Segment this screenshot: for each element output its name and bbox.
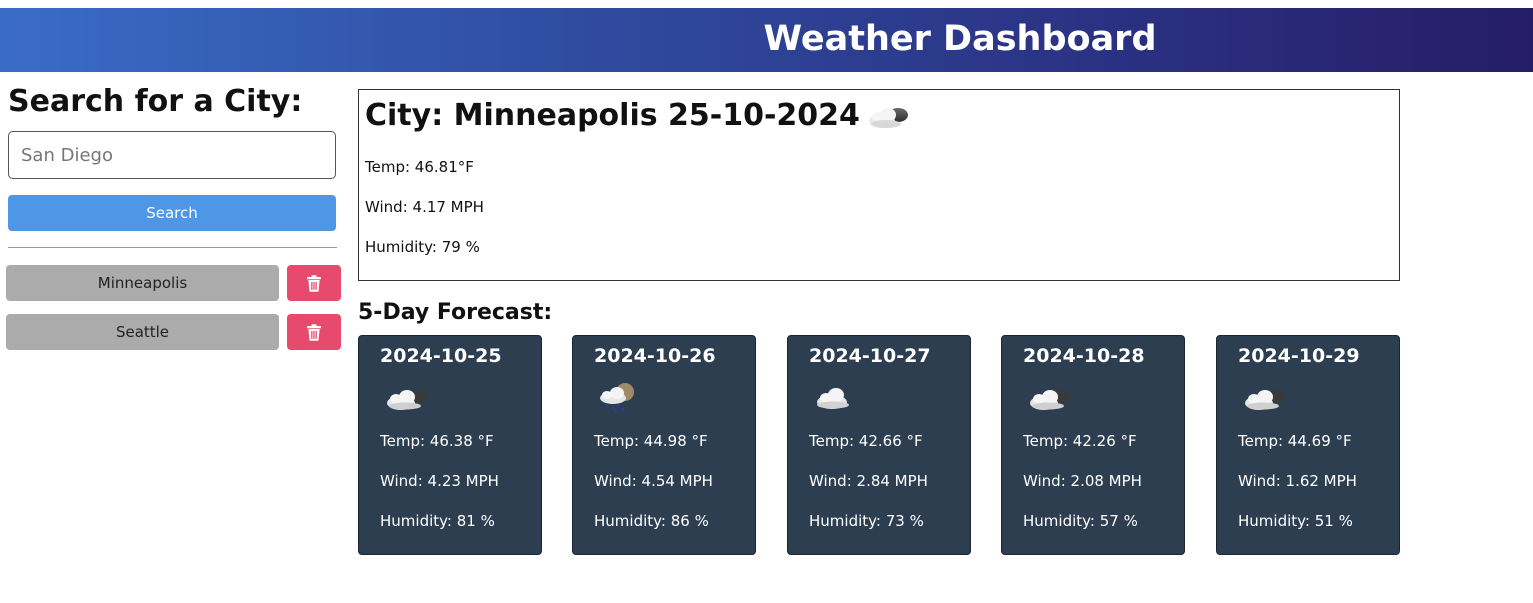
forecast-humidity: Humidity: 86 % [594,512,709,530]
forecast-wind: Wind: 4.23 MPH [380,472,499,490]
forecast-card: 2024-10-25 Temp: 46.38 °F Wind: 4.23 MPH… [358,335,542,555]
forecast-heading: 5-Day Forecast: [358,300,553,325]
partly-cloudy-icon [1245,390,1285,410]
current-wind: Wind: 4.17 MPH [365,198,484,216]
current-city-date: City: Minneapolis 25-10-2024 [365,98,860,133]
sidebar-divider [8,247,337,248]
partly-cloudy-icon [1030,390,1070,410]
page-title: Weather Dashboard [763,19,1157,59]
city-search-input[interactable] [8,131,336,179]
history-item: Minneapolis [6,265,342,301]
forecast-temp: Temp: 42.26 °F [1023,432,1137,450]
current-weather-title: City: Minneapolis 25-10-2024 [365,98,912,133]
forecast-wind: Wind: 4.54 MPH [594,472,713,490]
search-sidebar: Search for a City: Search Minneapolis Se… [0,72,345,603]
forecast-card: 2024-10-26 Temp: 44.98 °F Wind: 4.54 MPH… [572,335,756,555]
forecast-humidity: Humidity: 81 % [380,512,495,530]
partly-cloudy-icon [868,107,908,128]
forecast-wind: Wind: 2.84 MPH [809,472,928,490]
forecast-date: 2024-10-27 [809,345,931,367]
forecast-date: 2024-10-28 [1023,345,1145,367]
forecast-wind: Wind: 2.08 MPH [1023,472,1142,490]
search-button[interactable]: Search [8,195,336,231]
current-weather-card: City: Minneapolis 25-10-2024 Temp: 46.81… [358,89,1400,281]
history-delete-button[interactable] [287,314,341,350]
search-heading: Search for a City: [8,84,303,119]
rain-icon [600,383,634,413]
forecast-card: 2024-10-28 Temp: 42.26 °F Wind: 2.08 MPH… [1001,335,1185,555]
forecast-humidity: Humidity: 73 % [809,512,924,530]
history-item: Seattle [6,314,342,350]
forecast-temp: Temp: 44.98 °F [594,432,708,450]
forecast-date: 2024-10-26 [594,345,716,367]
partly-cloudy-icon [387,390,427,410]
forecast-card: 2024-10-29 Temp: 44.69 °F Wind: 1.62 MPH… [1216,335,1400,555]
forecast-temp: Temp: 42.66 °F [809,432,923,450]
history-city-button[interactable]: Seattle [6,314,279,350]
page-header: Weather Dashboard [0,8,1533,72]
forecast-humidity: Humidity: 51 % [1238,512,1353,530]
forecast-wind: Wind: 1.62 MPH [1238,472,1357,490]
forecast-temp: Temp: 46.38 °F [380,432,494,450]
trash-icon [307,323,321,341]
history-delete-button[interactable] [287,265,341,301]
top-strip [0,0,1533,8]
current-humidity: Humidity: 79 % [365,238,480,256]
forecast-humidity: Humidity: 57 % [1023,512,1138,530]
forecast-date: 2024-10-25 [380,345,502,367]
forecast-temp: Temp: 44.69 °F [1238,432,1352,450]
trash-icon [307,274,321,292]
history-city-button[interactable]: Minneapolis [6,265,279,301]
forecast-date: 2024-10-29 [1238,345,1360,367]
cloud-icon [817,388,849,409]
forecast-card: 2024-10-27 Temp: 42.66 °F Wind: 2.84 MPH… [787,335,971,555]
current-temp: Temp: 46.81°F [365,158,474,176]
